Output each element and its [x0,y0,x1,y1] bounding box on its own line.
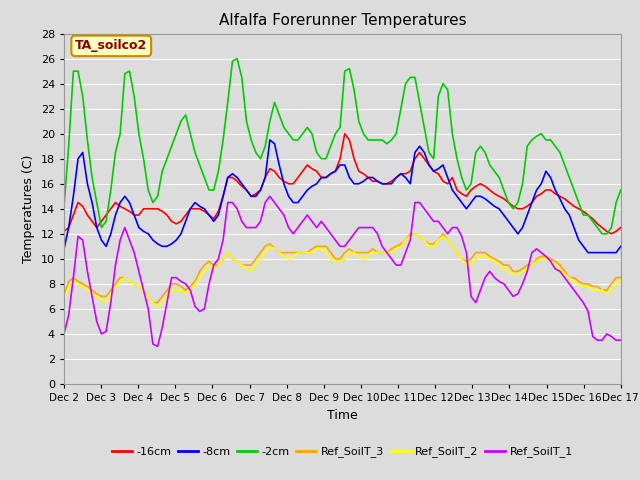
Ref_SoilT_3 [374,250,381,255]
Ref_SoilT_2 [154,303,161,309]
-2cm [617,187,625,193]
Ref_SoilT_3 [607,281,615,287]
-16cm [617,225,625,230]
-2cm [177,119,185,124]
Ref_SoilT_2 [617,278,625,284]
-2cm [234,56,241,61]
-16cm [603,228,611,234]
-2cm [60,204,68,209]
-16cm [60,228,68,234]
Ref_SoilT_2 [411,231,419,237]
-16cm [449,175,456,180]
Ref_SoilT_2 [60,296,68,302]
-16cm [341,131,349,137]
-16cm [505,200,513,205]
Ref_SoilT_1 [378,243,386,249]
Ref_SoilT_1 [266,193,274,199]
-2cm [505,200,513,205]
Ref_SoilT_1 [182,281,189,287]
Ref_SoilT_3 [617,275,625,280]
Ref_SoilT_2 [182,291,189,297]
Ref_SoilT_1 [617,337,625,343]
-16cm [607,231,615,237]
-16cm [210,216,218,222]
-8cm [449,187,456,193]
Ref_SoilT_3 [453,250,461,255]
Ref_SoilT_2 [607,287,615,293]
-2cm [374,137,381,143]
Line: Ref_SoilT_1: Ref_SoilT_1 [64,196,621,347]
-16cm [374,179,381,184]
Ref_SoilT_1 [60,331,68,337]
-8cm [177,231,185,237]
-8cm [607,250,615,255]
Ref_SoilT_3 [509,268,517,274]
Ref_SoilT_3 [149,300,157,306]
Ref_SoilT_3 [60,293,68,300]
-2cm [449,131,456,137]
Ref_SoilT_1 [214,256,222,262]
Ref_SoilT_2 [214,262,222,268]
Ref_SoilT_2 [509,271,517,277]
-8cm [505,218,513,224]
Ref_SoilT_1 [453,225,461,230]
-8cm [374,179,381,184]
Legend: -16cm, -8cm, -2cm, Ref_SoilT_3, Ref_SoilT_2, Ref_SoilT_1: -16cm, -8cm, -2cm, Ref_SoilT_3, Ref_Soil… [108,442,577,462]
Y-axis label: Temperatures (C): Temperatures (C) [22,155,35,263]
-8cm [584,250,592,255]
-8cm [210,218,218,224]
Line: -8cm: -8cm [64,140,621,252]
-8cm [60,246,68,252]
Title: Alfalfa Forerunner Temperatures: Alfalfa Forerunner Temperatures [219,13,466,28]
Ref_SoilT_2 [374,250,381,255]
Ref_SoilT_1 [509,293,517,300]
Ref_SoilT_2 [453,250,461,255]
-16cm [177,218,185,224]
Line: Ref_SoilT_2: Ref_SoilT_2 [64,234,621,306]
-2cm [210,187,218,193]
Ref_SoilT_1 [154,344,161,349]
Line: -2cm: -2cm [64,59,621,234]
-2cm [607,225,615,230]
-2cm [598,231,606,237]
X-axis label: Time: Time [327,408,358,421]
Ref_SoilT_1 [607,334,615,339]
Line: -16cm: -16cm [64,134,621,234]
Ref_SoilT_3 [182,287,189,293]
-8cm [617,243,625,249]
Line: Ref_SoilT_3: Ref_SoilT_3 [64,234,621,303]
Text: TA_soilco2: TA_soilco2 [75,39,147,52]
Ref_SoilT_3 [214,262,222,268]
Ref_SoilT_3 [406,231,414,237]
-8cm [266,137,274,143]
